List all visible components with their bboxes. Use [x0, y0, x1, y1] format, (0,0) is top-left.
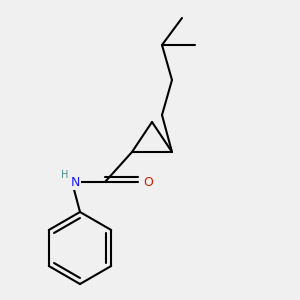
- Text: N: N: [70, 176, 80, 188]
- Text: O: O: [143, 176, 153, 188]
- Text: H: H: [61, 170, 69, 180]
- Text: O: O: [143, 176, 153, 188]
- Text: N: N: [70, 176, 80, 188]
